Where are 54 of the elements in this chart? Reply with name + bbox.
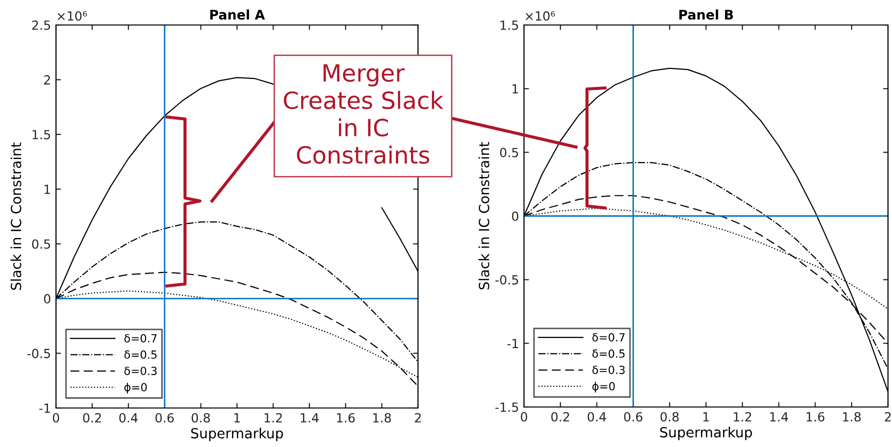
x-tick-label: 0.8 xyxy=(660,412,679,422)
x-tick-label: 1.8 xyxy=(373,413,391,423)
annotation: Merger Creates Slack in IC Constraints xyxy=(284,64,444,164)
x-tick-label: 2 xyxy=(884,412,891,422)
y-axis-title: Slack in IC Constraint xyxy=(478,142,490,290)
chart-title: Panel B xyxy=(679,9,733,20)
legend-label: δ=0.5 xyxy=(592,349,625,358)
y-tick-label: 0 xyxy=(512,211,518,221)
legend-label: ϕ=0 xyxy=(592,382,615,393)
x-tick-label: 0.4 xyxy=(119,413,138,423)
y-tick-label: 1 xyxy=(44,184,50,194)
legend-label: δ=0.3 xyxy=(124,366,157,376)
x-axis-title: Supermarkup xyxy=(191,428,283,442)
x-tick-label: 0.2 xyxy=(83,413,101,423)
x-tick-label: 1.6 xyxy=(337,413,355,423)
x-tick-label: 2 xyxy=(414,413,421,422)
legend-label: ϕ=0 xyxy=(124,382,147,394)
x-tick-label: 0.4 xyxy=(588,412,606,422)
y-tick-label: -1 xyxy=(507,338,518,348)
y-tick-label: 0.5 xyxy=(32,239,50,249)
x-tick-label: 0.6 xyxy=(155,413,174,423)
text: ×10⁶ xyxy=(526,11,555,21)
legend-label: δ=0.3 xyxy=(592,366,625,374)
x-tick-label: 1.6 xyxy=(806,412,824,422)
y-tick-label: 1.5 xyxy=(32,130,50,140)
x-tick-label: 1.8 xyxy=(843,412,861,422)
x-tick-label: 0 xyxy=(52,413,60,423)
x-tick-label: 1.4 xyxy=(300,413,319,422)
y-tick-label: 0.5 xyxy=(500,148,518,158)
x-tick-label: 0.6 xyxy=(624,412,642,422)
x-tick-label: 1.2 xyxy=(264,413,282,422)
chart-title: Panel A xyxy=(210,9,265,20)
y-tick-label: 0 xyxy=(44,294,50,304)
x-tick-label: 1 xyxy=(703,412,709,422)
x-tick-label: 1.4 xyxy=(770,412,788,422)
y-tick-label: -0.5 xyxy=(495,275,518,285)
x-tick-label: 1.2 xyxy=(734,412,752,422)
y-tick-label: -1 xyxy=(39,404,50,413)
x-tick-label: 0.2 xyxy=(551,412,570,422)
legend-label: δ=0.5 xyxy=(124,350,157,359)
text: ×10⁶ xyxy=(58,11,87,21)
x-tick-label: 0 xyxy=(520,412,528,422)
x-axis-title: Supermarkup xyxy=(660,426,752,440)
legend-label: δ=0.7 xyxy=(124,334,157,342)
y-tick-label: 2 xyxy=(44,75,50,84)
y-tick-label: 1.5 xyxy=(500,20,518,30)
y-tick-label: 1 xyxy=(512,84,518,94)
legend-label: δ=0.7 xyxy=(592,333,625,342)
y-axis-title: Slack in IC Constraint xyxy=(10,142,22,290)
y-tick-label: -1.5 xyxy=(495,402,518,412)
y-tick-label: -0.5 xyxy=(27,348,50,358)
x-tick-label: 1 xyxy=(234,413,240,422)
x-tick-label: 0.8 xyxy=(192,413,210,423)
y-tick-label: 2.5 xyxy=(32,20,50,30)
